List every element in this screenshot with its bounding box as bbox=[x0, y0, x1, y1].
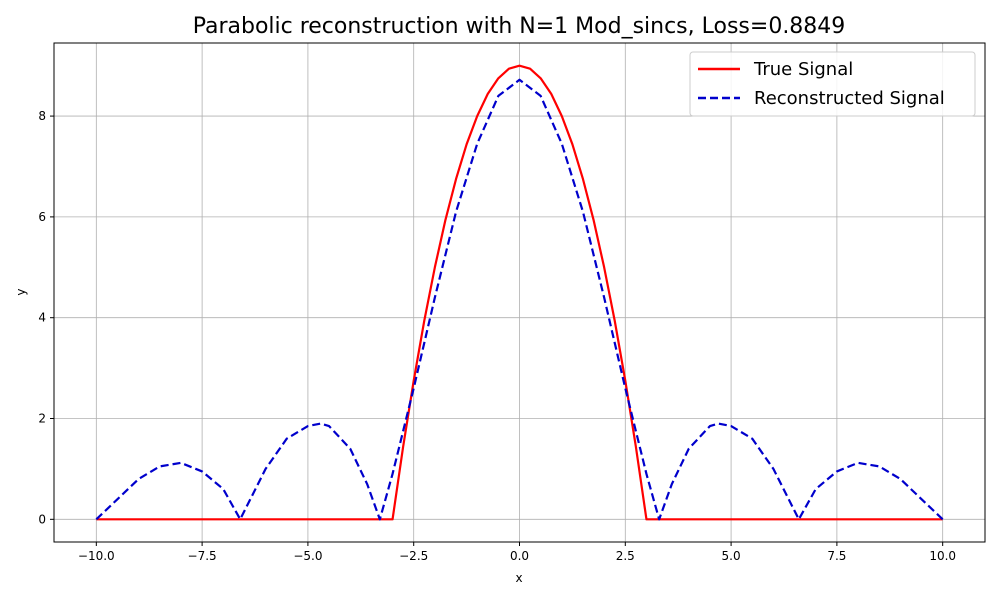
legend: True Signal Reconstructed Signal bbox=[689, 51, 976, 117]
x-tick-label: −7.5 bbox=[188, 549, 217, 563]
y-tick-label: 8 bbox=[38, 109, 46, 123]
y-tick-label: 6 bbox=[38, 210, 46, 224]
x-tick-label: 7.5 bbox=[827, 549, 846, 563]
x-tick-label: 2.5 bbox=[616, 549, 635, 563]
ticks: −10.0 −7.5 −5.0 −2.5 0.0 2.5 5.0 7.5 10.0 0 2 4 6 8 bbox=[38, 109, 956, 563]
x-tick-label: 10.0 bbox=[929, 549, 956, 563]
y-tick-label: 2 bbox=[38, 412, 46, 426]
series-line-reconstructed-signal bbox=[95, 78, 944, 521]
chart-title: Parabolic reconstruction with N=1 Mod_si… bbox=[193, 14, 846, 39]
y-tick-label: 4 bbox=[38, 311, 46, 325]
grid bbox=[54, 43, 985, 542]
legend-label-reconstructed-signal: Reconstructed Signal bbox=[754, 88, 945, 109]
x-axis-label: x bbox=[515, 571, 522, 585]
legend-label-true-signal: True Signal bbox=[753, 59, 853, 80]
y-tick-label: 0 bbox=[38, 512, 46, 526]
series-layer bbox=[95, 64, 944, 521]
x-tick-label: −10.0 bbox=[78, 549, 115, 563]
series-line-true-signal bbox=[96, 64, 943, 521]
legend-box bbox=[689, 51, 976, 117]
x-tick-label: 0.0 bbox=[510, 549, 529, 563]
x-tick-label: −2.5 bbox=[399, 549, 428, 563]
x-tick-label: 5.0 bbox=[722, 549, 741, 563]
x-tick-label: −5.0 bbox=[293, 549, 322, 563]
y-axis-label: y bbox=[14, 288, 28, 295]
